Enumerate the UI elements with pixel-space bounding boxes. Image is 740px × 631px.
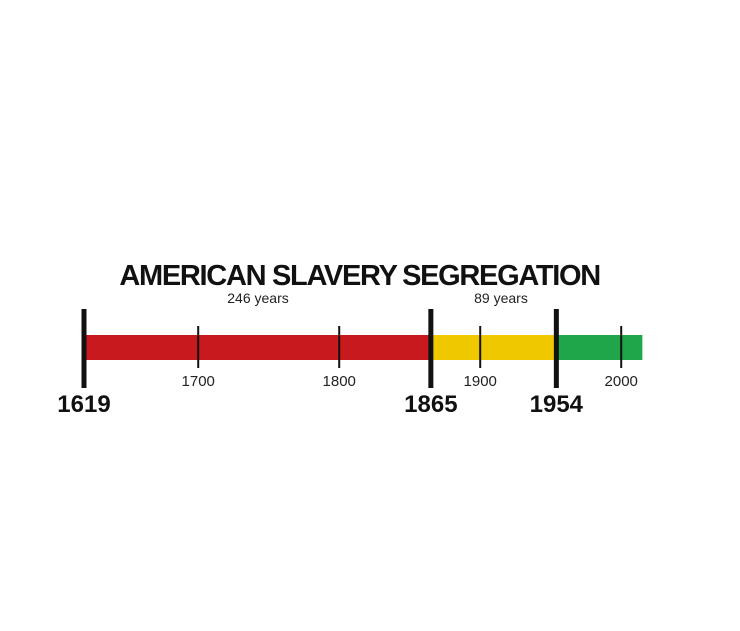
slavery-bar: [84, 335, 431, 360]
segregation-bar: [430, 335, 557, 360]
slavery-duration: 246 years: [227, 290, 288, 306]
minor-label-1800: 1800: [323, 373, 356, 390]
major-label-1619: 1619: [57, 391, 110, 418]
slavery-title: AMERICAN SLAVERY: [119, 260, 397, 292]
minor-label-2000: 2000: [605, 373, 638, 390]
segregation-duration: 89 years: [474, 290, 528, 306]
minor-label-1900: 1900: [464, 373, 497, 390]
major-label-1954: 1954: [530, 391, 584, 418]
major-label-1865: 1865: [404, 391, 457, 418]
segregation-title: SEGREGATION: [402, 260, 600, 292]
post-segregation-bar: [556, 335, 643, 360]
minor-label-1700: 1700: [182, 373, 215, 390]
